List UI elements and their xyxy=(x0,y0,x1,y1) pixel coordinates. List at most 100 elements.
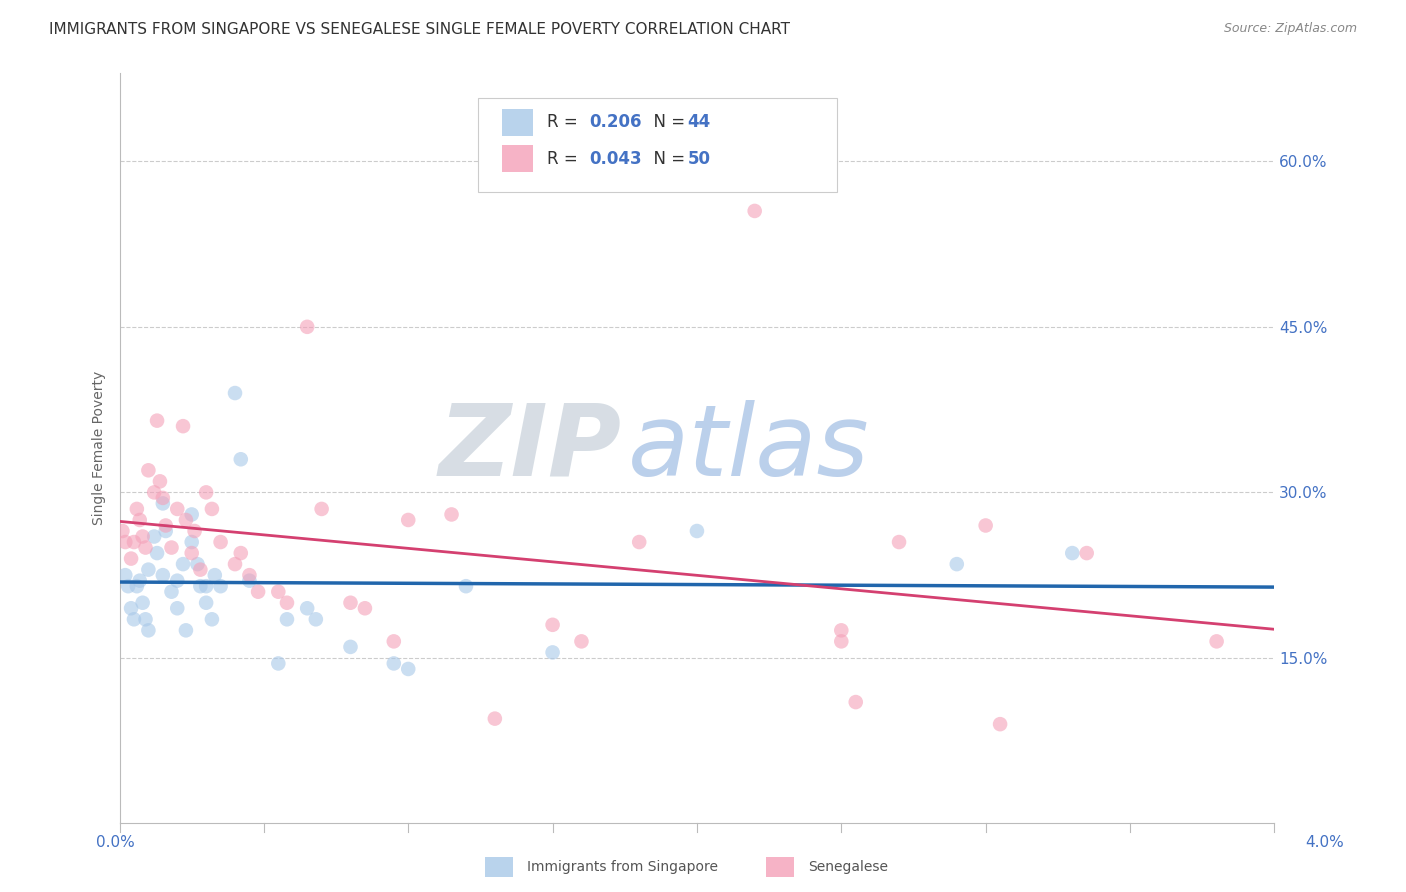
Point xyxy=(686,524,709,538)
Point xyxy=(209,579,232,593)
Point xyxy=(396,513,419,527)
Point xyxy=(339,596,361,610)
Point xyxy=(160,584,183,599)
Point xyxy=(166,601,188,615)
Point xyxy=(152,491,174,505)
Point xyxy=(152,568,174,582)
Point xyxy=(111,524,134,538)
Point xyxy=(195,485,218,500)
Point xyxy=(120,551,142,566)
Text: 0.206: 0.206 xyxy=(589,113,641,131)
Point xyxy=(134,612,156,626)
Point xyxy=(830,624,852,638)
Point xyxy=(122,612,145,626)
Point xyxy=(180,508,202,522)
Point xyxy=(114,568,136,582)
Point xyxy=(134,541,156,555)
Point xyxy=(120,601,142,615)
Point xyxy=(440,508,463,522)
Text: 4.0%: 4.0% xyxy=(1305,836,1344,850)
Point xyxy=(143,485,166,500)
Point xyxy=(155,518,177,533)
Y-axis label: Single Female Poverty: Single Female Poverty xyxy=(93,371,107,525)
Point xyxy=(267,657,290,671)
Point xyxy=(174,513,197,527)
Point xyxy=(229,546,252,560)
Point xyxy=(204,568,226,582)
Point xyxy=(887,535,910,549)
Point xyxy=(183,524,205,538)
Text: Immigrants from Singapore: Immigrants from Singapore xyxy=(527,860,718,874)
Point xyxy=(295,319,318,334)
Text: N =: N = xyxy=(643,113,690,131)
Text: ZIP: ZIP xyxy=(439,400,621,497)
Text: N =: N = xyxy=(643,150,690,168)
Point xyxy=(146,414,169,428)
Point xyxy=(830,634,852,648)
Text: 0.0%: 0.0% xyxy=(96,836,135,850)
Point xyxy=(484,712,506,726)
Point xyxy=(305,612,328,626)
Point xyxy=(201,612,224,626)
Point xyxy=(186,557,208,571)
Point xyxy=(1205,634,1227,648)
Point xyxy=(382,634,405,648)
Text: atlas: atlas xyxy=(627,400,869,497)
Point xyxy=(195,579,218,593)
Point xyxy=(125,502,148,516)
Point xyxy=(138,563,160,577)
Point xyxy=(149,475,172,489)
Point xyxy=(267,584,290,599)
Point xyxy=(238,574,260,588)
Point xyxy=(744,203,766,218)
Point xyxy=(138,463,160,477)
Point xyxy=(138,624,160,638)
Point xyxy=(195,596,218,610)
Point xyxy=(974,518,997,533)
Text: Senegalese: Senegalese xyxy=(808,860,889,874)
Point xyxy=(143,529,166,543)
Point xyxy=(295,601,318,615)
Point xyxy=(114,535,136,549)
Point xyxy=(276,612,298,626)
Point xyxy=(180,546,202,560)
Point xyxy=(172,557,194,571)
Point xyxy=(1076,546,1098,560)
Point xyxy=(190,563,212,577)
Point xyxy=(628,535,651,549)
Point xyxy=(946,557,969,571)
Point xyxy=(276,596,298,610)
Point xyxy=(128,513,150,527)
Text: 0.043: 0.043 xyxy=(589,150,641,168)
Point xyxy=(382,657,405,671)
Point xyxy=(155,524,177,538)
Point xyxy=(571,634,593,648)
Point xyxy=(339,640,361,654)
Point xyxy=(166,574,188,588)
Point xyxy=(146,546,169,560)
Point xyxy=(454,579,477,593)
Point xyxy=(224,557,246,571)
Point xyxy=(131,529,153,543)
Text: 50: 50 xyxy=(688,150,710,168)
Point xyxy=(396,662,419,676)
Point xyxy=(125,579,148,593)
Point xyxy=(311,502,333,516)
Point xyxy=(238,568,260,582)
Point xyxy=(541,645,564,659)
Point xyxy=(174,624,197,638)
Point xyxy=(180,535,202,549)
Point xyxy=(172,419,194,434)
Text: IMMIGRANTS FROM SINGAPORE VS SENEGALESE SINGLE FEMALE POVERTY CORRELATION CHART: IMMIGRANTS FROM SINGAPORE VS SENEGALESE … xyxy=(49,22,790,37)
Point xyxy=(166,502,188,516)
Point xyxy=(128,574,150,588)
Point xyxy=(1062,546,1084,560)
Text: R =: R = xyxy=(547,150,583,168)
Point xyxy=(354,601,377,615)
Point xyxy=(209,535,232,549)
Text: R =: R = xyxy=(547,113,583,131)
Point xyxy=(229,452,252,467)
Point xyxy=(224,386,246,401)
Point xyxy=(190,579,212,593)
Point xyxy=(201,502,224,516)
